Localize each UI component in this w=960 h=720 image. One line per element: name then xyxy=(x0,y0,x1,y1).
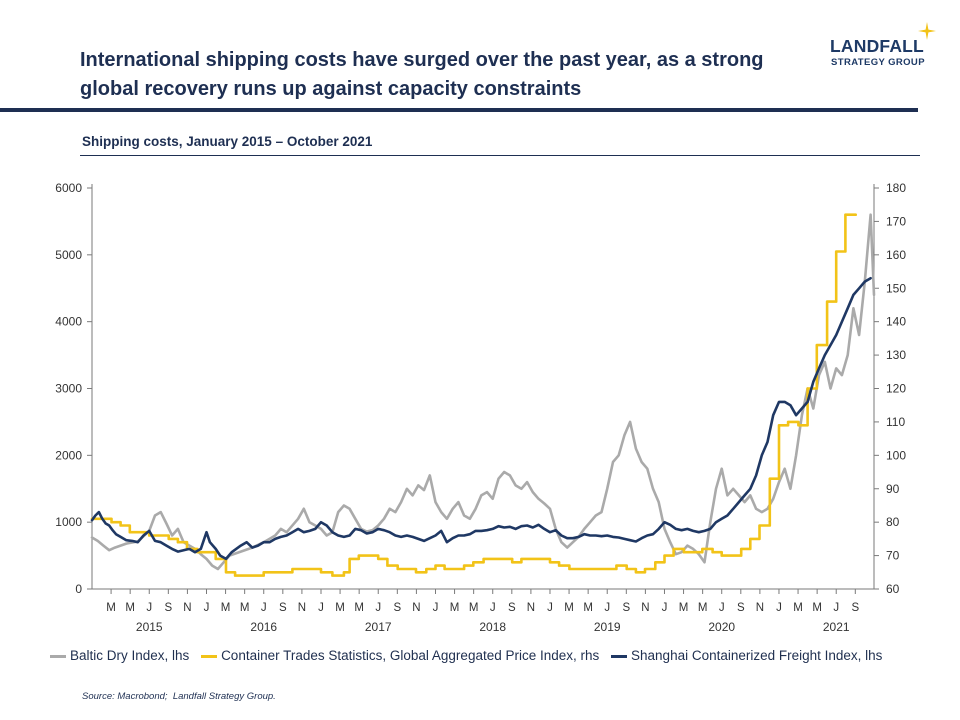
month-tick-label: M xyxy=(354,602,364,614)
right-tick-label: 170 xyxy=(886,214,906,228)
legend-item-container: Container Trades Statistics, Global Aggr… xyxy=(201,648,599,663)
right-tick-label: 130 xyxy=(886,348,906,362)
month-tick-label: M xyxy=(469,602,479,614)
header-divider xyxy=(0,108,918,112)
month-tick-label: M xyxy=(583,602,593,614)
year-label: 2021 xyxy=(823,620,850,634)
legend-label-baltic: Baltic Dry Index, lhs xyxy=(70,648,190,663)
left-tick-label: 6000 xyxy=(55,181,82,195)
month-tick-label: J xyxy=(204,602,210,614)
legend: Baltic Dry Index, lhs Container Trades S… xyxy=(50,648,890,663)
month-tick-label: N xyxy=(412,602,420,614)
month-tick-label: M xyxy=(106,602,116,614)
left-tick-label: 2000 xyxy=(55,448,82,462)
year-label: 2020 xyxy=(708,620,735,634)
month-tick-label: S xyxy=(737,602,745,614)
legend-item-baltic: Baltic Dry Index, lhs xyxy=(50,648,189,663)
chart-axes: 0 1000 2000 3000 4000 5000 6000 60 70 80 90 100 110 1… xyxy=(55,181,906,634)
month-tick-label: M xyxy=(240,602,250,614)
chart-title: International shipping costs have surged… xyxy=(80,49,764,100)
left-tick-label: 4000 xyxy=(55,315,82,329)
month-tick-label: J xyxy=(318,602,324,614)
month-tick-label: M xyxy=(221,602,231,614)
month-tick-label: J xyxy=(547,602,553,614)
month-tick-label: M xyxy=(793,602,803,614)
month-tick-label: S xyxy=(508,602,516,614)
landfall-logo: LANDFALL STRATEGY GROUP xyxy=(826,22,946,74)
month-tick-label: S xyxy=(393,602,401,614)
month-tick-label: M xyxy=(125,602,135,614)
month-tick-label: N xyxy=(298,602,306,614)
month-tick-label: J xyxy=(662,602,668,614)
month-tick-label: J xyxy=(433,602,439,614)
month-tick-label: N xyxy=(641,602,649,614)
month-tick-label: J xyxy=(604,602,610,614)
month-tick-label: J xyxy=(833,602,839,614)
month-tick-label: S xyxy=(164,602,172,614)
source-note: Source: Macrobond; Landfall Strategy Gro… xyxy=(82,691,276,702)
month-tick-label: S xyxy=(279,602,287,614)
year-label: 2019 xyxy=(594,620,621,634)
logo-name: LANDFALL xyxy=(830,36,924,56)
month-tick-label: N xyxy=(183,602,191,614)
subtitle-divider xyxy=(80,155,920,156)
month-tick-label: M xyxy=(679,602,689,614)
series-layer xyxy=(90,213,876,577)
month-tick-label: M xyxy=(335,602,345,614)
right-tick-label: 180 xyxy=(886,181,906,195)
month-tick-label: M xyxy=(812,602,822,614)
legend-label-container: Container Trades Statistics, Global Aggr… xyxy=(221,648,600,663)
left-tick-label: 5000 xyxy=(55,248,82,262)
right-tick-label: 140 xyxy=(886,315,906,329)
year-label: 2015 xyxy=(136,620,163,634)
right-tick-label: 160 xyxy=(886,248,906,262)
left-tick-label: 1000 xyxy=(55,515,82,529)
star-icon xyxy=(918,22,936,40)
right-tick-label: 110 xyxy=(886,415,905,429)
month-tick-label: J xyxy=(261,602,267,614)
month-tick-label: M xyxy=(564,602,574,614)
month-tick-label: J xyxy=(776,602,782,614)
chart-plot: 0 1000 2000 3000 4000 5000 6000 60 70 80 90 100 110 1… xyxy=(55,181,906,634)
right-tick-label: 90 xyxy=(886,482,900,496)
chart-subtitle: Shipping costs, January 2015 – October 2… xyxy=(82,134,373,149)
shanghai-freight-index-line xyxy=(90,276,872,561)
right-tick-label: 60 xyxy=(886,582,900,596)
month-tick-label: N xyxy=(756,602,764,614)
right-tick-label: 80 xyxy=(886,515,900,529)
month-tick-label: J xyxy=(375,602,381,614)
baltic-dry-index-line xyxy=(90,213,876,571)
legend-item-shanghai: Shanghai Containerized Freight Index, lh… xyxy=(611,648,882,663)
year-label: 2017 xyxy=(365,620,392,634)
legend-label-shanghai: Shanghai Containerized Freight Index, lh… xyxy=(631,648,883,663)
year-label: 2016 xyxy=(250,620,277,634)
right-tick-label: 150 xyxy=(886,281,906,295)
month-tick-label: S xyxy=(851,602,859,614)
left-tick-label: 0 xyxy=(75,582,82,596)
month-tick-label: M xyxy=(450,602,460,614)
month-tick-label: J xyxy=(490,602,496,614)
left-tick-label: 3000 xyxy=(55,382,82,396)
month-tick-label: S xyxy=(622,602,630,614)
month-tick-label: N xyxy=(527,602,535,614)
right-tick-label: 120 xyxy=(886,382,906,396)
month-tick-label: J xyxy=(146,602,152,614)
logo-tagline: STRATEGY GROUP xyxy=(831,57,925,68)
right-tick-label: 70 xyxy=(886,549,900,563)
month-tick-label: M xyxy=(698,602,708,614)
right-tick-label: 100 xyxy=(886,448,906,462)
month-tick-label: J xyxy=(719,602,725,614)
year-label: 2018 xyxy=(479,620,506,634)
container-price-index-line xyxy=(90,213,857,577)
